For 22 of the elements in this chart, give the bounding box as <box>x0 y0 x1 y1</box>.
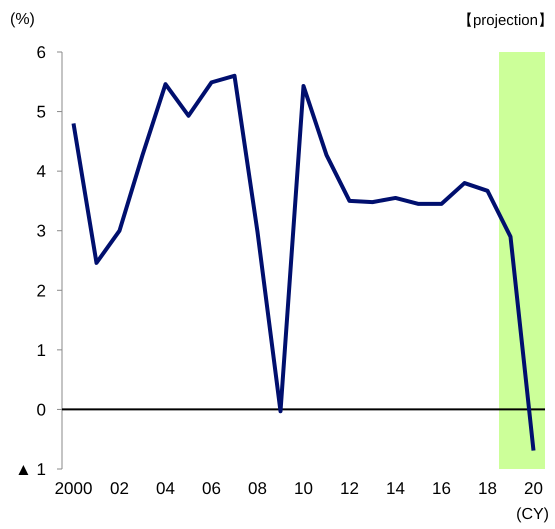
x-tick-label: 04 <box>156 479 175 498</box>
x-tick-label: 08 <box>248 479 267 498</box>
y-tick-label: 2 <box>36 281 46 300</box>
x-tick-label: 2000 <box>54 479 92 498</box>
x-tick-label: 10 <box>294 479 313 498</box>
y-tick-label: 1 <box>36 340 46 360</box>
x-axis-title: (CY) <box>516 506 549 523</box>
x-tick-label: 16 <box>432 479 451 498</box>
y-axis-title: (%) <box>10 11 35 28</box>
x-tick-label: 12 <box>340 479 359 498</box>
x-tick-label: 06 <box>202 479 221 498</box>
x-tick-label: 18 <box>478 479 497 498</box>
y-tick-label: ▲ 1 <box>14 460 46 479</box>
band-label: 【projection】 <box>458 12 553 29</box>
x-tick-label: 02 <box>110 479 129 498</box>
y-tick-label: 4 <box>36 162 46 182</box>
y-tick-label: 0 <box>36 400 46 420</box>
x-tick-label: 20 <box>524 479 543 498</box>
y-tick-label: 3 <box>36 222 46 241</box>
y-tick-label: 5 <box>36 102 46 122</box>
x-tick-label: 14 <box>386 479 405 498</box>
y-tick-label: 6 <box>36 43 46 62</box>
